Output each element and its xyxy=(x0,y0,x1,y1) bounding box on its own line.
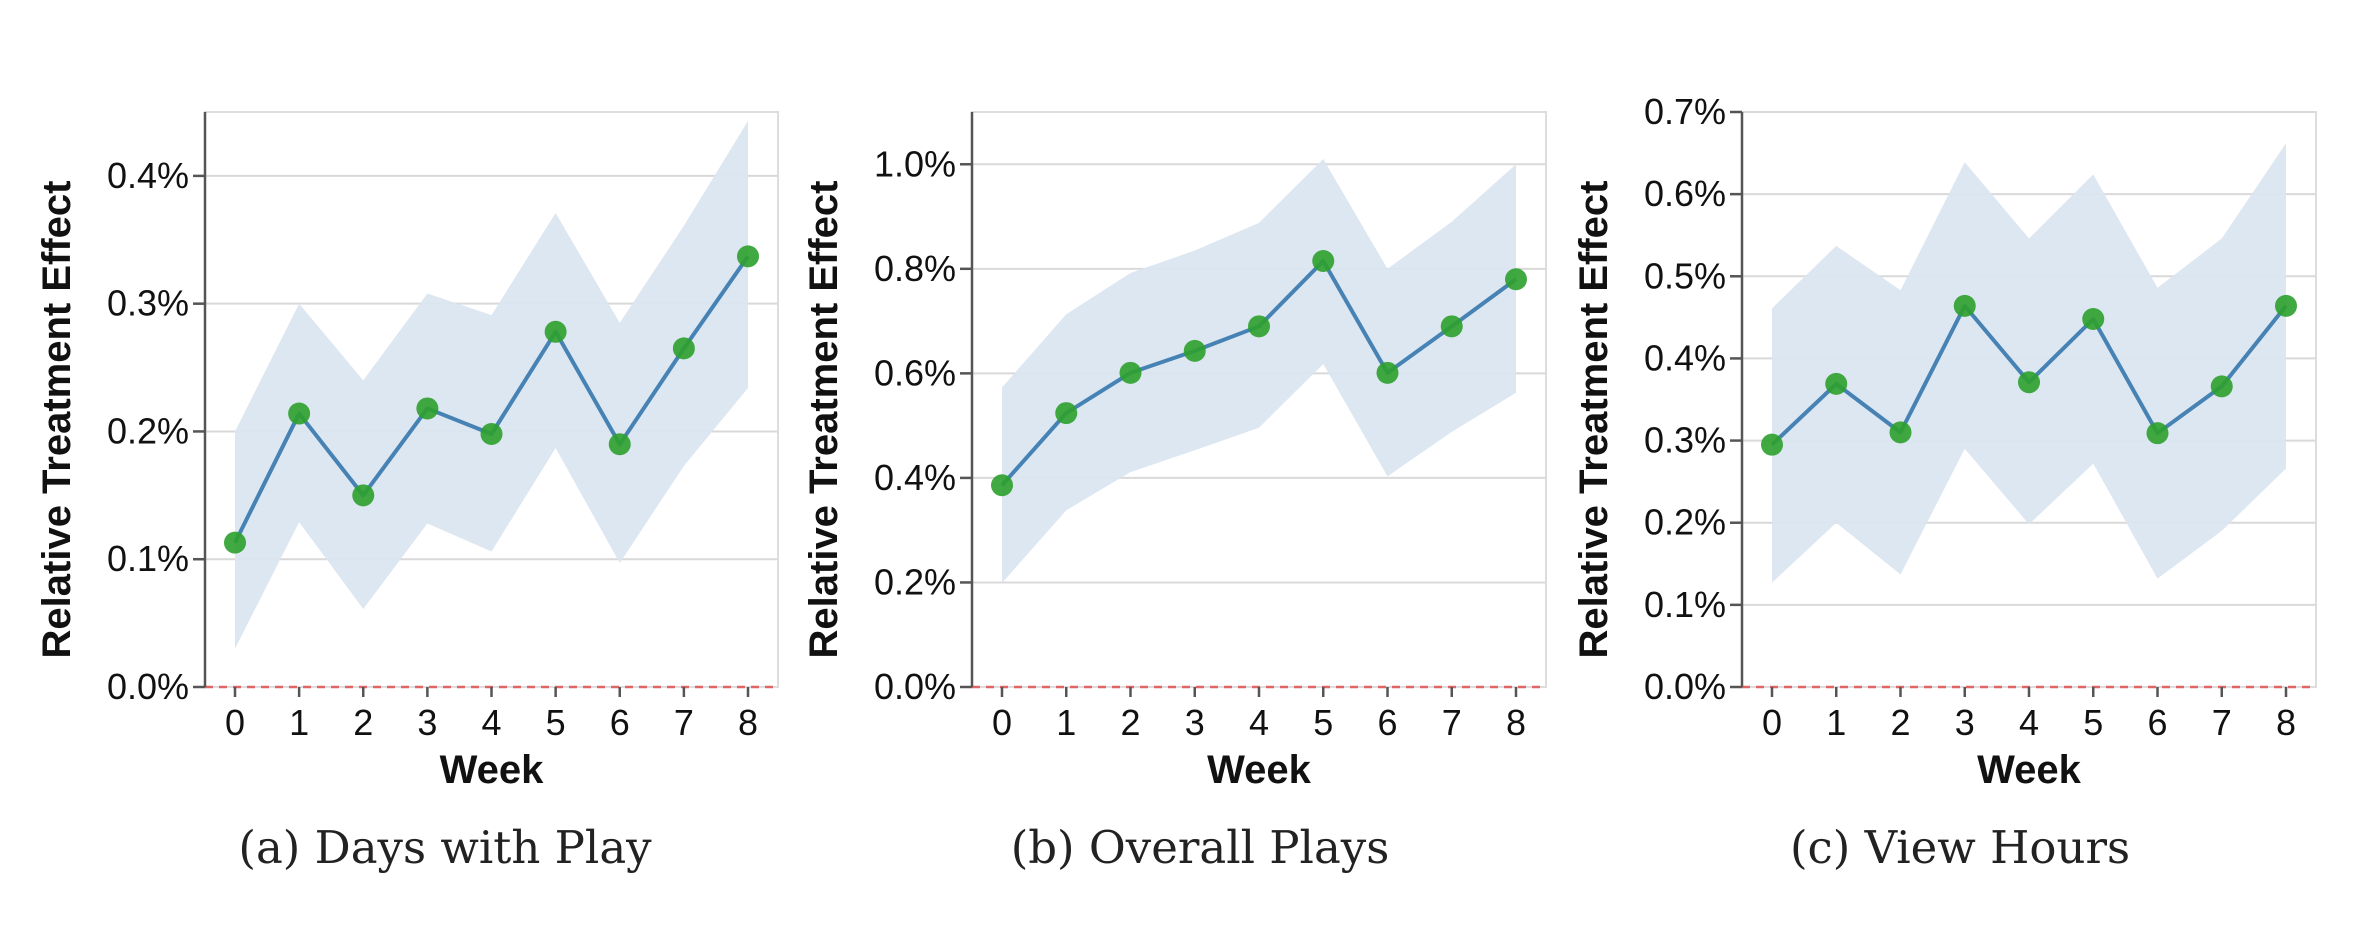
x-tick-label: 3 xyxy=(1185,702,1205,743)
x-tick-label: 8 xyxy=(2276,702,2296,743)
x-tick-label: 6 xyxy=(610,702,630,743)
x-tick-label: 7 xyxy=(674,702,694,743)
y-tick-label: 0.0% xyxy=(874,666,956,707)
x-tick-label: 8 xyxy=(1506,702,1526,743)
x-tick-label: 7 xyxy=(1442,702,1462,743)
y-tick-label: 0.4% xyxy=(874,457,956,498)
y-tick-label: 0.2% xyxy=(107,410,189,451)
y-tick-label: 0.4% xyxy=(107,155,189,196)
data-point xyxy=(1825,372,1848,395)
x-tick-label: 3 xyxy=(1955,702,1975,743)
data-point xyxy=(416,397,439,420)
x-tick-label: 4 xyxy=(2019,702,2039,743)
y-tick-label: 0.7% xyxy=(1644,91,1726,132)
data-point xyxy=(1248,315,1270,338)
x-tick-label: 1 xyxy=(1056,702,1076,743)
x-tick-label: 6 xyxy=(1377,702,1397,743)
caption-overall-plays: (b) Overall Plays xyxy=(1010,821,1390,874)
data-point xyxy=(2210,375,2233,398)
x-tick-label: 2 xyxy=(1890,702,1910,743)
x-tick-label: 0 xyxy=(1762,702,1782,743)
data-point xyxy=(1312,249,1335,272)
y-tick-label: 0.8% xyxy=(874,248,956,289)
chart-view-hours: 0.0% 0.1% 0.2% 0.3% 0.4% 0.5% 0.6% 0.7% 0 1 2 3 4 5 6 7… xyxy=(1572,91,2317,792)
data-point xyxy=(1183,339,1206,362)
y-tick-label: 0.0% xyxy=(107,666,189,707)
x-tick-label: 2 xyxy=(1120,702,1140,743)
data-point xyxy=(224,531,246,554)
y-tick-label: 0.2% xyxy=(874,561,956,602)
y-tick-label: 0.4% xyxy=(1644,337,1726,378)
data-point xyxy=(352,484,375,507)
y-tick-label: 0.6% xyxy=(874,352,956,393)
x-tick-label: 5 xyxy=(1313,702,1333,743)
y-tick-label: 0.1% xyxy=(1644,584,1726,625)
data-point xyxy=(1505,268,1527,291)
x-tick-label: 7 xyxy=(2212,702,2232,743)
y-tick-label: 0.3% xyxy=(1644,420,1726,461)
data-point xyxy=(1761,433,1783,456)
confidence-band xyxy=(1002,159,1516,583)
caption-days-with-play: (a) Days with Play xyxy=(238,821,652,874)
x-tick-label: 5 xyxy=(546,702,566,743)
data-point xyxy=(1055,402,1078,425)
y-tick-label: 0.3% xyxy=(107,283,189,324)
x-tick-label: 6 xyxy=(2147,702,2167,743)
data-point xyxy=(1376,361,1399,384)
confidence-band xyxy=(1772,143,2286,583)
data-point xyxy=(1953,294,1976,317)
x-axis-title: Week xyxy=(440,748,545,792)
data-point xyxy=(2018,371,2040,394)
data-point xyxy=(544,320,567,343)
confidence-band xyxy=(235,120,748,649)
data-point xyxy=(288,402,311,425)
y-tick-label: 0.5% xyxy=(1644,255,1726,296)
x-tick-label: 1 xyxy=(1826,702,1846,743)
data-point xyxy=(2275,294,2297,317)
y-tick-label: 0.0% xyxy=(1644,666,1726,707)
x-tick-label: 4 xyxy=(481,702,501,743)
x-tick-label: 0 xyxy=(225,702,245,743)
data-point xyxy=(1440,315,1463,338)
y-tick-label: 0.2% xyxy=(1644,502,1726,543)
x-tick-label: 4 xyxy=(1249,702,1269,743)
x-tick-label: 0 xyxy=(992,702,1012,743)
data-point xyxy=(1119,361,1142,384)
x-tick-label: 5 xyxy=(2083,702,2103,743)
data-point xyxy=(480,423,503,445)
data-point xyxy=(737,245,759,268)
x-axis-title: Week xyxy=(1207,748,1312,792)
chart-overall-plays: 0.0% 0.2% 0.4% 0.6% 0.8% 1.0% 0 1 2 3 4 5 6 7 8 Week Rel… xyxy=(802,111,1547,792)
x-tick-label: 1 xyxy=(289,702,309,743)
data-point xyxy=(2146,422,2169,445)
data-point xyxy=(1889,421,1912,444)
data-point xyxy=(991,474,1013,497)
y-tick-label: 1.0% xyxy=(874,143,956,184)
x-tick-label: 8 xyxy=(738,702,758,743)
x-axis-title: Week xyxy=(1977,748,2082,792)
y-axis-title: Relative Treatment Effect xyxy=(802,181,846,659)
x-tick-label: 3 xyxy=(417,702,437,743)
chart-days-with-play: 0.0% 0.1% 0.2% 0.3% 0.4% 0 1 2 3 4 5 6 7 8 Week Relativ… xyxy=(35,111,779,792)
y-axis-title: Relative Treatment Effect xyxy=(35,181,79,659)
y-tick-label: 0.6% xyxy=(1644,173,1726,214)
data-point xyxy=(672,337,695,360)
caption-view-hours: (c) View Hours xyxy=(1789,821,2131,874)
data-point xyxy=(2082,308,2105,330)
y-axis-title: Relative Treatment Effect xyxy=(1572,181,1616,659)
x-tick-label: 2 xyxy=(353,702,373,743)
data-point xyxy=(608,433,631,456)
y-tick-label: 0.1% xyxy=(107,538,189,579)
